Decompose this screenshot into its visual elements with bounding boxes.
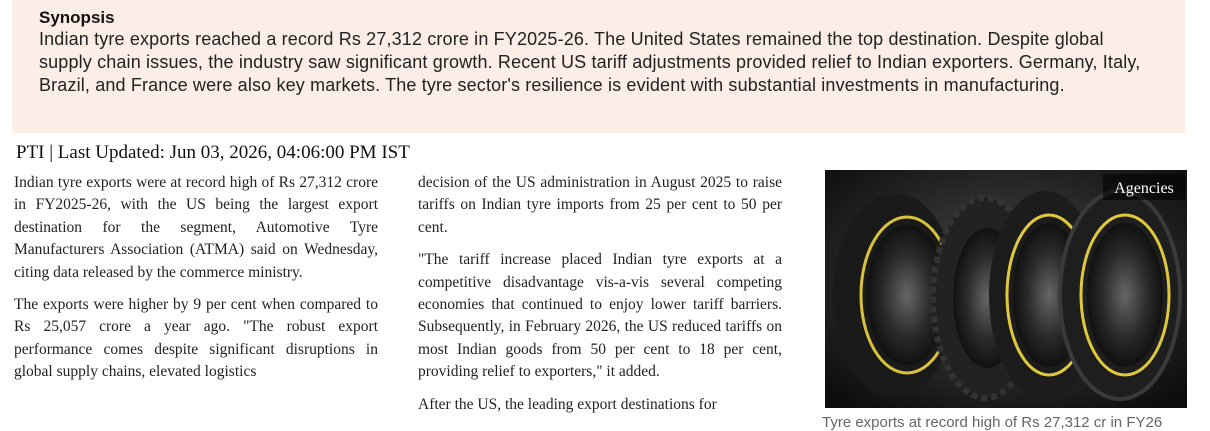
- paragraph: "The tariff increase placed Indian tyre …: [418, 251, 782, 381]
- tyre: [1058, 189, 1182, 401]
- article-image: Agencies: [825, 170, 1187, 408]
- synopsis-title: Synopsis: [39, 8, 115, 27]
- paragraph: The exports were higher by 9 per cent wh…: [14, 296, 378, 381]
- byline: PTI | Last Updated: Jun 03, 2026, 04:06:…: [16, 142, 410, 163]
- image-credit: Agencies: [1114, 180, 1174, 197]
- synopsis-box: Synopsis Indian tyre exports reached a r…: [12, 0, 1185, 133]
- article-column: Indian tyre exports were at record high …: [14, 172, 378, 394]
- credit-badge: [1103, 174, 1185, 200]
- paragraph: After the US, the leading export destina…: [418, 395, 717, 413]
- paragraph: Indian tyre exports were at record high …: [14, 174, 378, 281]
- synopsis-body: Indian tyre exports reached a record Rs …: [39, 29, 1141, 95]
- article-column: decision of the US administration in Aug…: [418, 172, 782, 426]
- paragraph: decision of the US administration in Aug…: [418, 174, 782, 236]
